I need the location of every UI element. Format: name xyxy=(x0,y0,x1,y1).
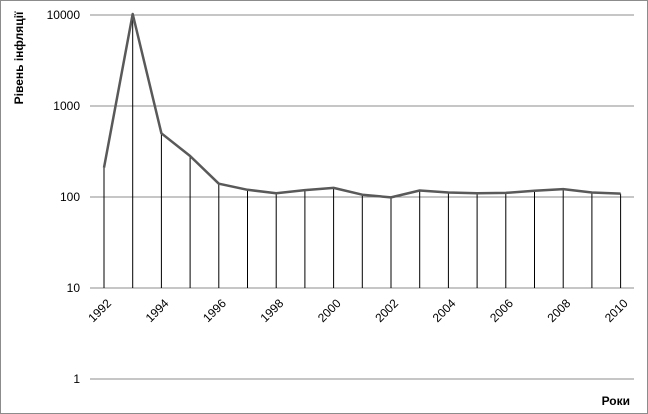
y-tick-10000: 10000 xyxy=(47,8,81,22)
x-tick-1994: 1994 xyxy=(143,296,172,325)
y-tick-10: 10 xyxy=(67,281,81,295)
x-tick-1998: 1998 xyxy=(258,296,287,325)
x-tick-2008: 2008 xyxy=(545,296,574,325)
x-tick-2004: 2004 xyxy=(430,296,459,325)
y-tick-1000: 1000 xyxy=(53,99,80,113)
x-tick-1996: 1996 xyxy=(200,296,229,325)
y-tick-100: 100 xyxy=(60,190,80,204)
x-tick-2002: 2002 xyxy=(372,296,401,325)
x-axis-title: Роки xyxy=(602,394,630,408)
x-tick-2006: 2006 xyxy=(487,296,516,325)
x-tick-labels: 1992 1994 1996 1998 2000 2002 2004 2006 2008 2010 xyxy=(85,296,631,325)
y-tick-labels: 1 10 100 1000 10000 xyxy=(47,8,81,386)
inflation-series-line xyxy=(102,12,621,199)
y-axis-title: Рівень інфляції xyxy=(12,11,26,104)
x-tick-2000: 2000 xyxy=(315,296,344,325)
y-tick-1: 1 xyxy=(73,372,80,386)
x-tick-2010: 2010 xyxy=(602,296,631,325)
drop-lines xyxy=(103,14,622,288)
x-tick-1992: 1992 xyxy=(85,296,114,325)
